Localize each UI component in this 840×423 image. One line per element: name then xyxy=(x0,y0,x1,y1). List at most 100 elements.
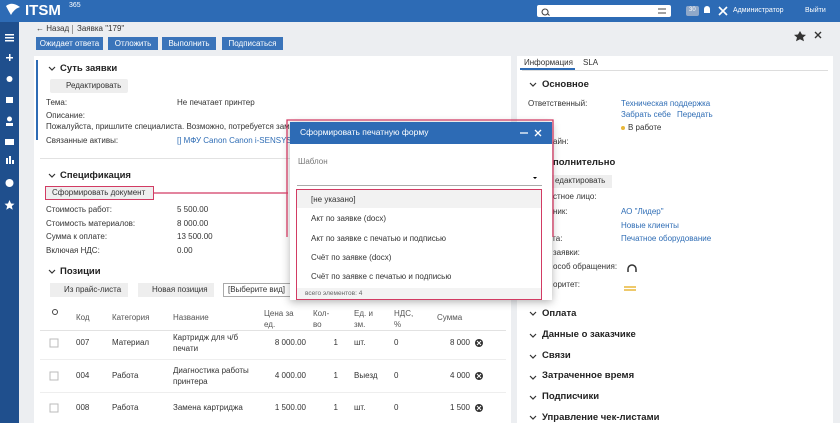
dropdown-footer-text: всего элементов: 4 xyxy=(305,290,363,297)
column-header: Цена за ед. xyxy=(264,309,294,329)
back-link[interactable]: ← Назад xyxy=(36,24,70,33)
section-title[interactable]: Затраченное время xyxy=(542,370,635,382)
action-button[interactable]: Отложить xyxy=(108,37,158,50)
edit-label[interactable]: едактировать xyxy=(555,176,606,185)
field-value: 0.00 xyxy=(177,246,193,256)
action-button[interactable]: Ожидает ответа xyxy=(36,37,103,50)
cell-vat: 0 xyxy=(394,338,399,347)
edit-button[interactable] xyxy=(552,175,612,188)
divider xyxy=(40,158,506,159)
field-label: Стоимость материалов: xyxy=(46,218,136,228)
dropdown: [не указано] Акт по заявке (docx) Акт по з… xyxy=(296,189,542,300)
column-header: Кол-во xyxy=(313,309,330,329)
section-title[interactable]: Данные о заказчике xyxy=(542,328,636,340)
cell-unit: шт. xyxy=(354,403,366,412)
field-label: Описание: xyxy=(46,111,86,120)
action-label[interactable]: Отложить xyxy=(114,38,152,48)
dialog-controls[interactable] xyxy=(520,129,542,181)
section-title: Спецификация xyxy=(60,170,131,181)
template-select[interactable] xyxy=(297,170,542,186)
section-title[interactable]: Управление чек-листами xyxy=(542,412,660,423)
cell-unit: шт. xyxy=(354,338,366,347)
new-label[interactable]: Новая позиция xyxy=(152,285,208,294)
annotation-box xyxy=(286,119,554,237)
option[interactable]: [не указано] xyxy=(311,195,356,204)
edit-label[interactable]: Редактировать xyxy=(66,81,122,90)
cell-qty: 1 xyxy=(333,338,338,347)
field-value[interactable]: Техническая поддержка xyxy=(621,99,711,108)
action-button[interactable]: Подписаться xyxy=(222,37,283,50)
search-box[interactable] xyxy=(537,5,671,17)
user-name[interactable]: Администратор xyxy=(733,7,784,14)
edit-button[interactable] xyxy=(50,79,128,93)
badge xyxy=(686,6,699,16)
action-label[interactable]: Подписаться xyxy=(228,38,277,48)
price-button[interactable] xyxy=(50,283,128,297)
remove-icons xyxy=(475,339,483,412)
section-title[interactable]: Связи xyxy=(542,349,571,361)
cell-category: Работа xyxy=(112,370,139,380)
field-label: га: xyxy=(553,234,563,243)
cell-code: 008 xyxy=(76,403,90,412)
cell-category: Материал xyxy=(112,338,150,347)
field-label: заявки: xyxy=(553,248,580,257)
divider xyxy=(522,70,828,71)
form-doc-label[interactable]: Сформировать документ xyxy=(52,188,146,197)
field-value[interactable]: [] МФУ Canon Canon i-SENSYS xyxy=(177,136,292,145)
field-label: стное лицо: xyxy=(553,192,597,201)
logo-icon xyxy=(6,3,20,15)
action-label[interactable]: Ожидает ответа xyxy=(39,38,100,48)
divider xyxy=(40,359,506,360)
kind-label[interactable]: [Выберите вид] xyxy=(228,285,286,294)
dialog: Сформировать печатную форму Шаблон [не ука… xyxy=(290,122,552,300)
option[interactable]: Счёт по заявке с печатью и подписью xyxy=(311,272,452,282)
dialog-header xyxy=(290,122,552,144)
action-label[interactable]: Выполнить xyxy=(168,38,210,48)
option[interactable]: Акт по заявке с печатью и подписью xyxy=(311,233,446,243)
field-value: Не печатает принтер xyxy=(177,98,255,107)
pass-link[interactable]: Передать xyxy=(677,110,713,119)
state-dot xyxy=(621,126,625,130)
logout[interactable]: Выйти xyxy=(805,7,826,14)
cell-vat: 0 xyxy=(394,403,399,412)
accent-bar xyxy=(36,60,38,140)
ui-icons xyxy=(48,6,822,420)
divider xyxy=(40,330,506,331)
price-label[interactable]: Из прайс-листа xyxy=(64,285,122,294)
cell-sum: 1 500 xyxy=(449,403,470,412)
option[interactable]: Акт по заявке (docx) xyxy=(311,214,387,224)
field-label: Тема: xyxy=(46,98,68,107)
field-value[interactable]: АО "Лидер" xyxy=(621,207,664,216)
option[interactable]: Счёт по заявке (docx) xyxy=(311,252,392,262)
field-label: особ обращения: xyxy=(553,262,618,271)
section-title[interactable]: Оплата xyxy=(542,308,577,319)
column-header: Ед. изм. xyxy=(354,309,373,329)
column-header: Название xyxy=(173,313,209,322)
logo-sup: 365 xyxy=(69,2,81,9)
cell-price: 4 000.00 xyxy=(274,370,306,380)
take-link[interactable]: Забрать себе xyxy=(621,110,671,119)
field-value[interactable]: Печатное оборудование xyxy=(621,234,712,243)
cell-vat: 0 xyxy=(394,370,399,380)
action-button[interactable]: Выполнить xyxy=(162,37,216,50)
separator xyxy=(72,25,73,34)
field-value: 13 500.00 xyxy=(177,232,213,242)
field-label: Включая НДС: xyxy=(46,246,100,256)
field-value: 5 500.00 xyxy=(177,205,209,214)
cell-qty: 1 xyxy=(333,403,338,412)
tab[interactable]: SLA xyxy=(583,58,599,67)
tab[interactable]: Информация xyxy=(524,58,573,67)
form-doc-button[interactable] xyxy=(45,186,154,200)
cell-name: Диагностика работы принтера xyxy=(173,365,249,386)
new-button[interactable] xyxy=(138,283,214,297)
field-label: ник: xyxy=(553,207,568,216)
section-title: Позиции xyxy=(60,266,101,277)
section-title[interactable]: Подписчики xyxy=(542,391,600,403)
field-value[interactable]: Новые клиенты xyxy=(621,221,679,230)
column-header: Код xyxy=(76,313,90,322)
column-header: Сумма xyxy=(437,313,463,322)
left-nav xyxy=(0,22,19,423)
column-header: НДС, % xyxy=(394,309,414,329)
